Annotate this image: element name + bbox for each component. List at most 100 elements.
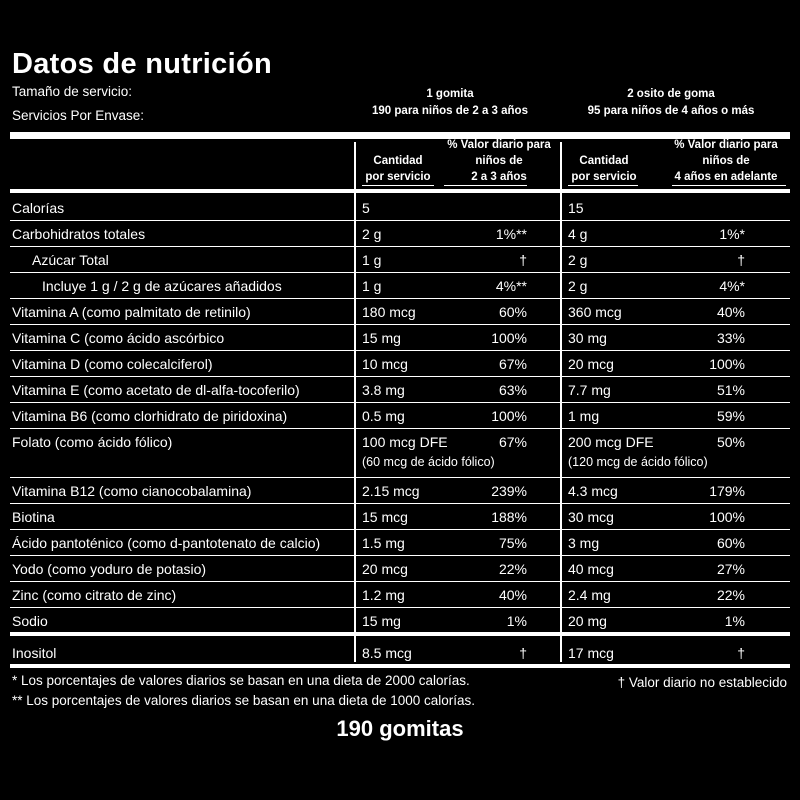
cell-name: Azúcar Total xyxy=(32,252,109,268)
cell-amt1: 1.2 mg xyxy=(362,587,405,603)
row-divider xyxy=(10,581,790,582)
col2-serving: 2 osito de goma xyxy=(627,88,715,100)
cell-amt2: 360 mcg xyxy=(568,304,622,320)
row-divider xyxy=(10,324,790,325)
cell-amt1: 3.8 mg xyxy=(362,382,405,398)
row-divider xyxy=(10,555,790,556)
cell-name: Calorías xyxy=(12,200,65,216)
col2-servings: 95 para niños de 4 años o más xyxy=(587,105,755,117)
cell-pct1: 188% xyxy=(491,509,527,525)
cell-amt2: 7.7 mg xyxy=(568,382,611,398)
servings-per-container-label: Servicios Por Envase: xyxy=(12,108,145,123)
row-divider xyxy=(10,246,790,247)
cell-amt1: 2 g xyxy=(362,226,382,242)
cell-amt1: 0.5 mg xyxy=(362,408,405,424)
cell-amt2: 17 mcg xyxy=(568,645,614,661)
row-divider xyxy=(10,220,790,221)
cell-pct1: 40% xyxy=(498,587,527,603)
cell-name: Yodo (como yoduro de potasio) xyxy=(12,561,207,577)
cell-pct2: 59% xyxy=(716,408,745,424)
row-divider xyxy=(10,402,790,403)
cell-amt2: 20 mg xyxy=(568,613,607,629)
cell-pct2: 1%* xyxy=(719,226,745,242)
cell-name: Biotina xyxy=(12,509,55,525)
page-title: Datos de nutrición xyxy=(12,48,272,80)
cell-amt1-sub: (60 mcg de ácido fólico) xyxy=(362,455,495,469)
cell-pct1: 60% xyxy=(498,304,527,320)
cell-amt2: 2 g xyxy=(568,252,588,268)
cell-pct2: † xyxy=(737,252,745,268)
cell-pct1: 67% xyxy=(498,434,527,450)
footnote-dagger: † Valor diario no establecido xyxy=(617,675,787,690)
footnote-2000: * Los porcentajes de valores diarios se … xyxy=(12,673,470,688)
cell-name: Vitamina D (como colecalciferol) xyxy=(12,356,213,372)
col2-serving-info: 2 osito de goma 95 para niños de 4 años … xyxy=(566,86,776,120)
cell-amt2: 2 g xyxy=(568,278,588,294)
col1-serving: 1 gomita xyxy=(426,88,474,100)
cell-amt1: 8.5 mcg xyxy=(362,645,412,661)
cell-amt2: 30 mg xyxy=(568,330,607,346)
cell-name: Carbohidratos totales xyxy=(12,226,146,242)
serving-size-label: Tamaño de servicio: xyxy=(12,84,133,99)
cell-amt2-sub: (120 mcg de ácido fólico) xyxy=(568,455,708,469)
thick-divider xyxy=(10,132,790,139)
row-divider xyxy=(10,298,790,299)
cell-pct2: 4%* xyxy=(719,278,745,294)
cell-pct1: 75% xyxy=(498,535,527,551)
header-amount-1: Cantidad por servicio xyxy=(365,155,431,183)
cell-amt1: 1.5 mg xyxy=(362,535,405,551)
cell-pct1: 100% xyxy=(491,330,527,346)
col1-servings: 190 para niños de 2 a 3 años xyxy=(372,105,528,117)
row-divider xyxy=(10,350,790,351)
header-amount-2: Cantidad por servicio xyxy=(571,155,637,183)
cell-amt1: 5 xyxy=(362,200,370,216)
cell-pct2: † xyxy=(737,645,745,661)
cell-pct2: 50% xyxy=(716,434,745,450)
cell-pct1: 100% xyxy=(491,408,527,424)
cell-amt2: 30 mcg xyxy=(568,509,614,525)
cell-amt1: 2.15 mcg xyxy=(362,483,420,499)
cell-name: Incluye 1 g / 2 g de azúcares añadidos xyxy=(42,278,282,294)
cell-pct1: 22% xyxy=(498,561,527,577)
cell-amt2: 20 mcg xyxy=(568,356,614,372)
cell-amt1: 15 mcg xyxy=(362,509,408,525)
header-divider xyxy=(10,189,790,193)
row-divider xyxy=(10,477,790,478)
cell-pct2: 27% xyxy=(716,561,745,577)
row-divider xyxy=(10,272,790,273)
cell-amt1: 100 mcg DFE xyxy=(362,434,448,450)
row-divider xyxy=(10,607,790,608)
footnote-1000: ** Los porcentajes de valores diarios se… xyxy=(12,693,476,708)
cell-pct2: 51% xyxy=(716,382,745,398)
cell-amt2: 40 mcg xyxy=(568,561,614,577)
row-divider xyxy=(10,664,790,668)
cell-amt1: 20 mcg xyxy=(362,561,408,577)
cell-amt2: 15 xyxy=(568,200,584,216)
cell-amt1: 10 mcg xyxy=(362,356,408,372)
row-divider xyxy=(10,428,790,429)
row-divider xyxy=(10,376,790,377)
cell-name: Vitamina B6 (como clorhidrato de piridox… xyxy=(12,408,288,424)
header-underline xyxy=(568,185,638,186)
cell-amt2: 3 mg xyxy=(568,535,600,551)
header-underline xyxy=(672,185,786,186)
cell-amt1: 15 mg xyxy=(362,613,401,629)
cell-pct2: 33% xyxy=(716,330,745,346)
cell-amt1: 1 g xyxy=(362,252,382,268)
cell-pct1: † xyxy=(519,645,527,661)
cell-pct1: 4%** xyxy=(495,278,527,294)
cell-name: Folato (como ácido fólico) xyxy=(12,434,173,450)
cell-name: Vitamina C (como ácido ascórbico xyxy=(12,330,225,346)
cell-pct2: 100% xyxy=(709,509,745,525)
row-divider xyxy=(10,503,790,504)
row-divider xyxy=(10,632,790,636)
cell-pct1: 67% xyxy=(498,356,527,372)
cell-name: Vitamina E (como acetato de dl-alfa-toco… xyxy=(12,382,300,398)
cell-pct2: 60% xyxy=(716,535,745,551)
cell-amt2: 4.3 mcg xyxy=(568,483,618,499)
header-underline xyxy=(362,185,434,186)
cell-pct2: 40% xyxy=(716,304,745,320)
cell-name: Sodio xyxy=(12,613,48,629)
cell-amt1: 1 g xyxy=(362,278,382,294)
header-dv-2: % Valor diario para niños de 4 años en a… xyxy=(674,139,778,183)
